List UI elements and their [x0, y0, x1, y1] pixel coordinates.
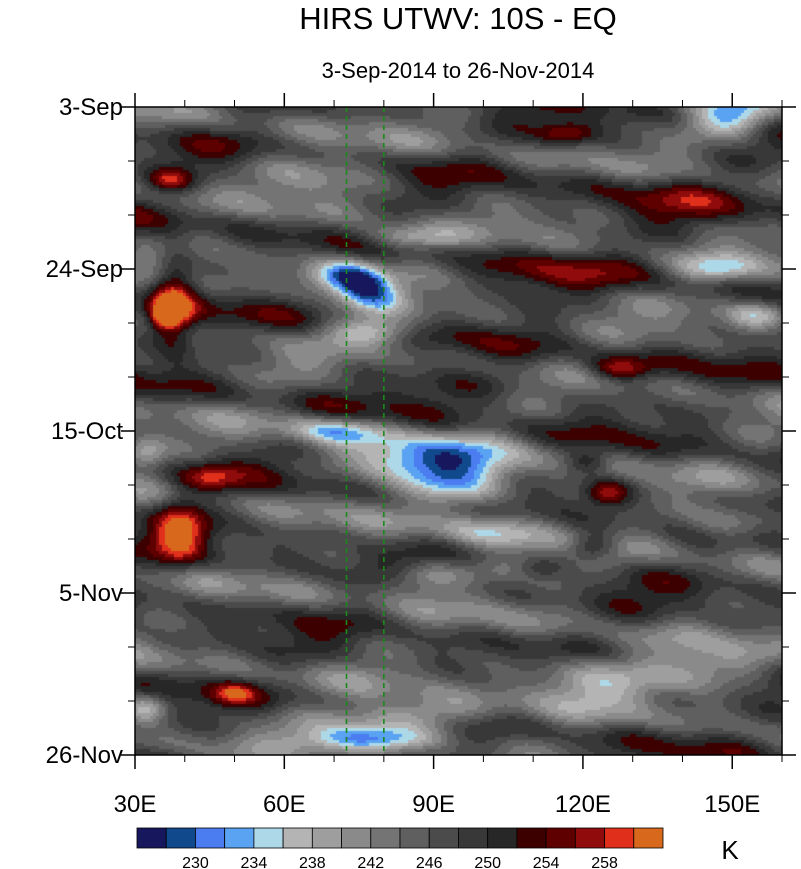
x-tick-label: 60E	[263, 791, 306, 818]
colorbar-swatch	[341, 827, 372, 849]
colorbar-swatch	[487, 827, 518, 849]
x-tick-label: 150E	[704, 791, 760, 818]
colorbar-label: 238	[299, 855, 326, 869]
colorbar-label: 230	[182, 855, 209, 869]
colorbar-swatch	[282, 827, 313, 849]
colorbar-label: 242	[357, 855, 384, 869]
colorbar-swatch	[136, 827, 167, 849]
colorbar-swatch	[574, 827, 605, 849]
y-tick-label: 24-Sep	[46, 256, 123, 283]
colorbar-swatch	[311, 827, 342, 849]
y-tick-label: 3-Sep	[59, 94, 123, 121]
y-tick-label: 5-Nov	[59, 580, 123, 607]
colorbar-label: 254	[533, 855, 560, 869]
colorbar-swatch	[399, 827, 430, 849]
colorbar-swatch	[224, 827, 255, 849]
chart-subtitle: 3-Sep-2014 to 26-Nov-2014	[322, 58, 595, 83]
chart-title: HIRS UTWV: 10S - EQ	[299, 1, 617, 36]
colorbar-swatch	[516, 827, 547, 849]
x-tick-label: 90E	[412, 791, 455, 818]
colorbar-label: 234	[241, 855, 268, 869]
colorbar-swatch	[195, 827, 226, 849]
colorbar-swatch	[545, 827, 576, 849]
x-tick-label: 120E	[555, 791, 611, 818]
colorbar-swatch	[253, 827, 284, 849]
plot-area	[135, 107, 782, 755]
colorbar-swatch	[633, 827, 664, 849]
colorbar-label: 250	[474, 855, 501, 869]
x-tick-label: 30E	[114, 791, 157, 818]
y-tick-label: 26-Nov	[46, 742, 123, 769]
colorbar-swatch	[428, 827, 459, 849]
colorbar-swatch	[604, 827, 635, 849]
colorbar-label: 246	[416, 855, 443, 869]
colorbar-swatch	[458, 827, 489, 849]
y-tick-label: 15-Oct	[51, 418, 123, 445]
colorbar-swatch	[165, 827, 196, 849]
heatmap-field	[135, 107, 782, 755]
colorbar-label: 258	[591, 855, 618, 869]
colorbar-unit: K	[721, 835, 739, 865]
colorbar-swatch	[370, 827, 401, 849]
